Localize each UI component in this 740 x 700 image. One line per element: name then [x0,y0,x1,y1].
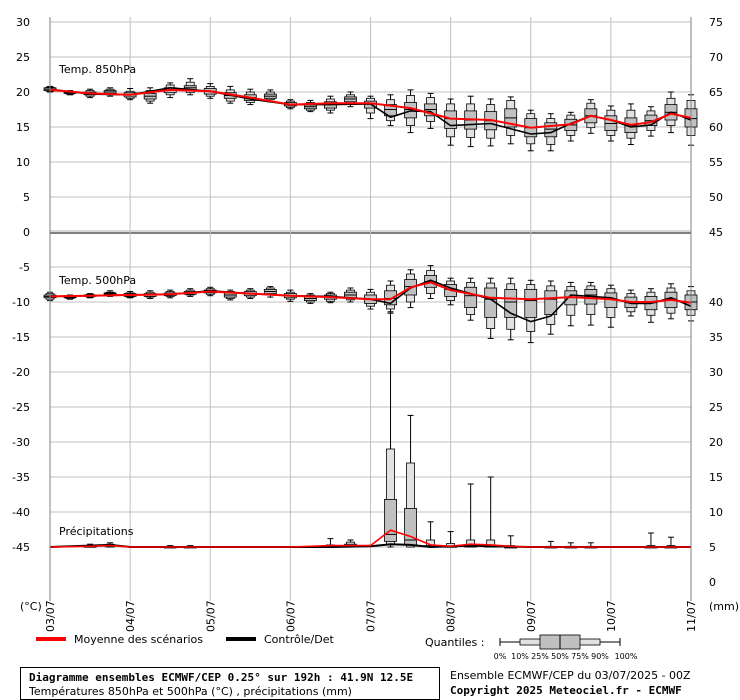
left-tick-label: -35 [12,471,30,484]
mean-line-500 [49,281,692,304]
left-tick-label: -20 [12,366,30,379]
right-tick-label: 65 [709,86,723,99]
left-tick-label: -15 [12,331,30,344]
ensemble-chart: 302520151050-5-10-15-20-25-30-35-40-4575… [12,16,739,661]
right-tick-label: 10 [709,506,723,519]
date-label: 04/07 [124,600,137,632]
legend-quantile-tick: 100% [615,652,638,661]
panel-precip-label: Précipitations [59,525,134,538]
date-label: 11/07 [685,600,698,632]
right-tick-label: 50 [709,191,723,204]
left-tick-label: -45 [12,541,30,554]
left-tick-label: -10 [12,296,30,309]
date-label: 05/07 [204,600,217,632]
left-tick-label: 10 [16,156,30,169]
date-label: 03/07 [44,600,57,632]
right-tick-label: 60 [709,121,723,134]
left-tick-label: -25 [12,401,30,414]
date-label: 09/07 [525,600,538,632]
right-tick-label: 75 [709,16,723,29]
right-tick-label: 20 [709,436,723,449]
date-label: 10/07 [605,600,618,632]
ensemble-info: Ensemble ECMWF/CEP du 03/07/2025 - 00Z [450,669,691,682]
legend-quantile-tick: 50% [551,652,569,661]
right-axis-unit: (mm) [709,600,739,613]
copyright: Copyright 2025 Meteociel.fr - ECMWF [450,684,682,697]
box-500-box [464,286,478,308]
right-tick-label: 30 [709,366,723,379]
box-500-box [524,288,538,318]
right-tick-label: 5 [709,541,716,554]
legend-quantiles-label: Quantiles : [425,636,484,649]
left-tick-label: -5 [19,261,30,274]
left-tick-label: 30 [16,16,30,29]
right-tick-label: 45 [709,226,723,239]
left-tick-label: 20 [16,86,30,99]
right-tick-label: 0 [709,576,716,589]
left-tick-label: 25 [16,51,30,64]
panel-850-label: Temp. 850hPa [58,63,136,76]
date-label: 07/07 [365,600,378,632]
right-tick-label: 25 [709,401,723,414]
date-label: 06/07 [284,600,297,632]
legend-quantile-tick: 90% [591,652,609,661]
legend-quantile-tick: 0% [494,652,507,661]
right-tick-label: 40 [709,296,723,309]
footer-subtitle: Températures 850hPa et 500hPa (°C) , pré… [29,685,352,698]
left-axis-unit: (°C) [20,600,42,613]
left-tick-label: -30 [12,436,30,449]
legend-mean-label: Moyenne des scénarios [74,633,203,646]
mean-line-850 [49,88,692,129]
box-500-box [544,290,558,315]
box-precip-box [404,508,417,546]
legend-control-label: Contrôle/Det [264,633,334,646]
footer-title-box: Diagramme ensembles ECMWF/CEP 0.25° sur … [20,667,440,700]
footer-title: Diagramme ensembles ECMWF/CEP 0.25° sur … [29,671,414,684]
mean-line-precip [49,529,691,548]
right-tick-label: 35 [709,331,723,344]
box-precip-box-outer [406,462,415,548]
left-tick-label: 5 [23,191,30,204]
left-tick-label: -40 [12,506,30,519]
legend-quantile-tick: 75% [571,652,589,661]
box-850-box [384,104,397,117]
right-tick-label: 70 [709,51,723,64]
legend-quantile-tick: 25% [531,652,549,661]
right-tick-label: 55 [709,156,723,169]
left-tick-label: 15 [16,121,30,134]
right-tick-label: 15 [709,471,723,484]
box-precip-box [384,498,397,542]
panel-500-label: Temp. 500hPa [58,274,136,287]
left-tick-label: 0 [23,226,30,239]
date-label: 08/07 [445,600,458,632]
legend-quantile-tick: 10% [511,652,529,661]
